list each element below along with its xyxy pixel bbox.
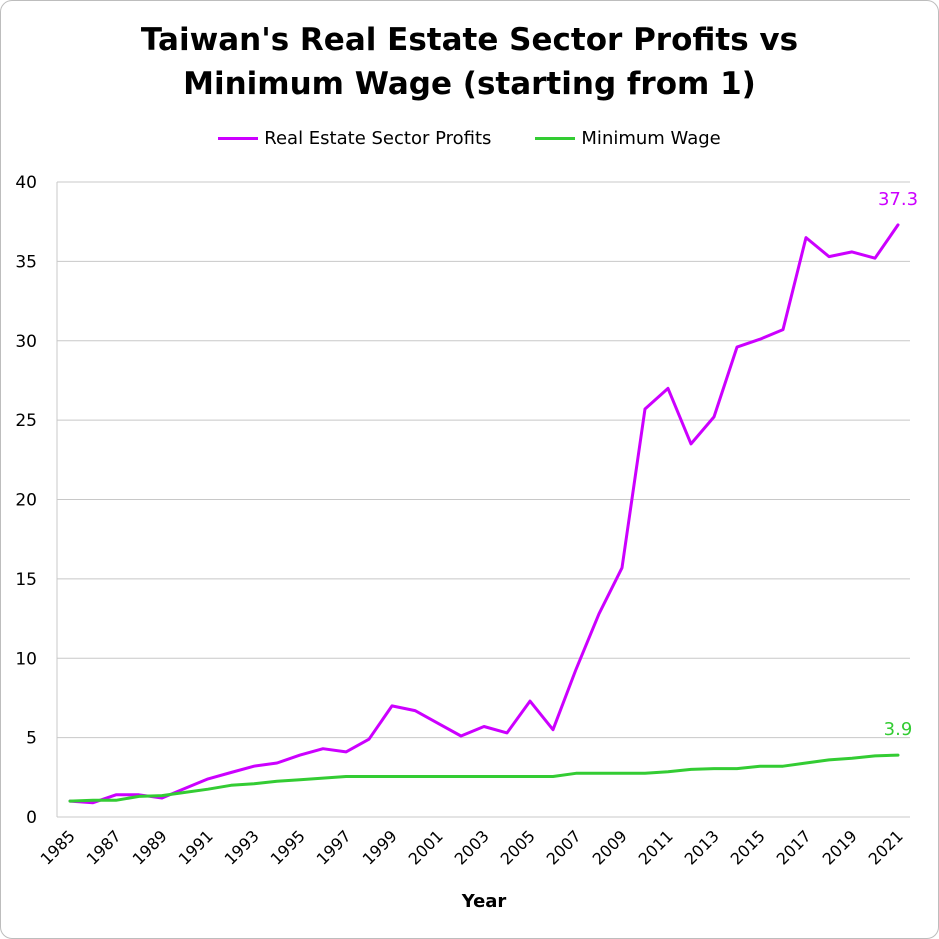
x-tick-label: 1989: [129, 826, 171, 868]
legend-label-real-estate: Real Estate Sector Profits: [264, 128, 492, 149]
x-tick-label: 1993: [221, 826, 263, 868]
series-line-0: [68, 223, 900, 805]
x-tick-label: 2015: [727, 826, 769, 868]
x-tick-label: 1987: [83, 826, 125, 868]
x-tick-label: 1991: [175, 826, 217, 868]
x-tick-label: 2003: [451, 826, 493, 868]
x-tick-label: 2017: [773, 826, 815, 868]
end-label-0: 37.3: [878, 189, 918, 210]
y-tick-label: 30: [15, 332, 37, 352]
legend-label-minimum-wage: Minimum Wage: [581, 128, 721, 149]
y-tick-label: 5: [26, 729, 37, 749]
x-axis-ticks: 1985 1987 1989 1991 1993 1995 1997 1999 2001 2003…: [37, 826, 907, 868]
end-labels: 37.3 3.9: [878, 189, 918, 740]
chart-title-line-1: Taiwan's Real Estate Sector Profits vs: [140, 22, 799, 58]
y-axis-ticks: 0 5 10 15 20 25 30 35 40: [15, 173, 37, 828]
y-tick-label: 25: [15, 411, 37, 431]
x-tick-label: 1995: [267, 826, 309, 868]
x-tick-label: 1999: [359, 826, 401, 868]
legend-swatch-real-estate: [218, 137, 259, 140]
chart-legend: Real Estate Sector Profits Minimum Wage: [0, 128, 939, 149]
x-tick-label: 2013: [681, 826, 723, 868]
legend-swatch-minimum-wage: [535, 137, 576, 140]
chart-title-line-2: Minimum Wage (starting from 1): [183, 66, 756, 102]
y-tick-label: 0: [26, 808, 37, 828]
x-tick-label: 2001: [405, 826, 447, 868]
y-tick-label: 20: [15, 491, 37, 511]
gridlines: [56, 181, 910, 818]
x-tick-label: 2007: [543, 826, 585, 868]
series-lines: [68, 223, 900, 805]
chart-title: Taiwan's Real Estate Sector Profits vs M…: [0, 18, 939, 106]
x-tick-label: 1985: [37, 826, 79, 868]
legend-item-real-estate: Real Estate Sector Profits: [218, 128, 491, 149]
x-tick-label: 2009: [589, 826, 631, 868]
legend-item-minimum-wage: Minimum Wage: [535, 128, 721, 149]
x-tick-label: 1997: [313, 826, 355, 868]
y-tick-label: 10: [15, 649, 37, 669]
x-tick-label: 2011: [635, 826, 677, 868]
series-line-1: [68, 753, 900, 803]
y-tick-label: 40: [15, 173, 37, 193]
x-tick-label: 2019: [819, 826, 861, 868]
y-tick-label: 15: [15, 570, 37, 590]
end-label-1: 3.9: [884, 719, 913, 740]
x-axis-title: Year: [461, 891, 507, 912]
x-tick-label: 2005: [497, 826, 539, 868]
y-tick-label: 35: [15, 252, 37, 272]
x-tick-label: 2021: [865, 826, 907, 868]
